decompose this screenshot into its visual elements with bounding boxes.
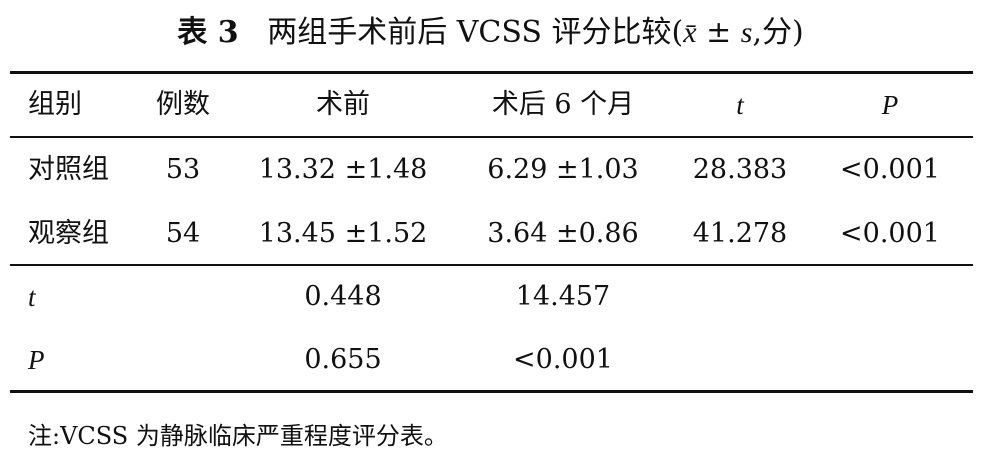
table-cell: 13.45 ±1.52 [258, 218, 428, 249]
table-cell: 41.278 [692, 218, 788, 249]
table-title: 表 3 两组手术前后 VCSS 评分比较(x̄ ± s,分) [0, 14, 981, 52]
table-note: 注:VCSS 为静脉临床严重程度评分表。 [28, 422, 448, 450]
table-cell: 28.383 [692, 154, 788, 185]
header-cell: t [736, 90, 744, 120]
mid-rule [10, 264, 973, 266]
stat-label: t [28, 282, 36, 312]
stat-cell: 0.655 [304, 344, 382, 375]
header-rule [10, 136, 973, 138]
mean-symbol: x̄ [683, 16, 697, 49]
bottom-rule [10, 390, 973, 393]
header-cell: 术后 6 个月 [491, 89, 635, 120]
title-unit: ,分) [752, 15, 804, 50]
header-cell: 例数 [156, 89, 210, 120]
table-cell: 对照组 [28, 154, 109, 185]
table-cell: 观察组 [28, 218, 109, 249]
stat-cell: 14.457 [515, 281, 611, 312]
table-cell: <0.001 [840, 154, 940, 185]
header-cell: 术前 [316, 89, 370, 120]
table-cell: 54 [165, 218, 201, 249]
header-cell: 组别 [28, 89, 82, 120]
stat-label: P [28, 345, 45, 375]
table-cell: 53 [165, 154, 201, 185]
table-cell: 6.29 ±1.03 [487, 154, 639, 185]
table-cell: <0.001 [840, 218, 940, 249]
stat-cell: 0.448 [304, 281, 382, 312]
sd-symbol: s [740, 16, 753, 49]
header-cell: P [881, 90, 899, 120]
title-text: 两组手术前后 VCSS 评分比较( [267, 15, 684, 50]
table-cell: 13.32 ±1.48 [258, 154, 428, 185]
top-rule [10, 71, 973, 74]
table-label: 表 3 [177, 15, 239, 50]
stat-cell: <0.001 [513, 344, 613, 375]
plus-minus: ± [696, 15, 741, 50]
table-cell: 3.64 ±0.86 [487, 218, 639, 249]
